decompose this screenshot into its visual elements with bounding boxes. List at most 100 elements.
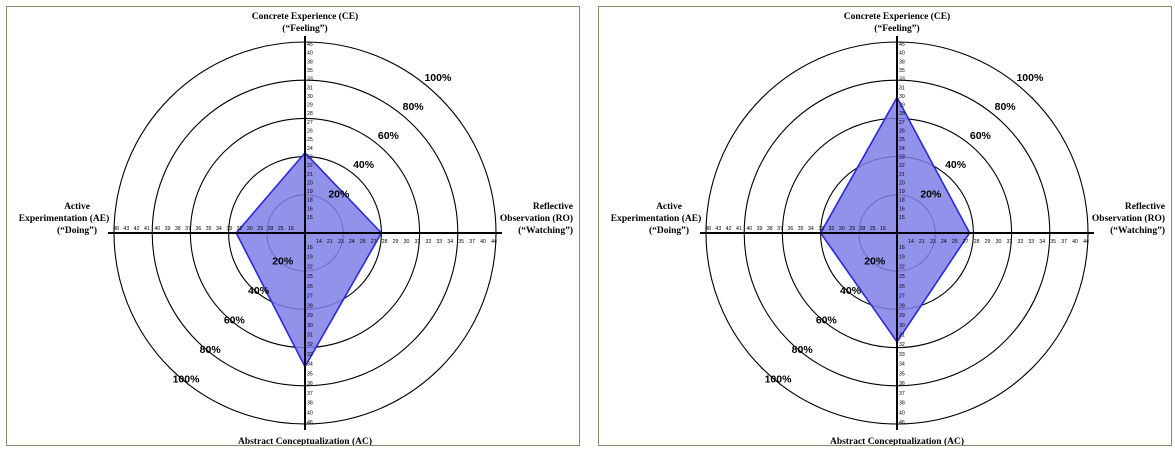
tick-label-top: 31	[899, 85, 905, 91]
ring-label-lower: 100%	[173, 374, 201, 386]
tick-label-right: 35	[1050, 239, 1056, 245]
tick-label-left: 41	[736, 226, 742, 232]
tick-label-left: 33	[226, 226, 232, 232]
tick-label-left: 40	[154, 226, 160, 232]
tick-label-left: 43	[715, 226, 721, 232]
tick-label-right: 27	[371, 239, 377, 245]
radar-chart-svg-left: 45 40 38 35 33 31 30 29 28 27 26 25 24 23 22 21 20 19 18 16…	[19, 11, 573, 445]
tick-label-bottom: 25	[899, 274, 905, 280]
ring-label-lower: 20%	[272, 255, 294, 267]
tick-label-top: 20	[307, 180, 313, 186]
tick-label-left: 48	[113, 226, 119, 232]
learning-profile-polygon	[819, 95, 971, 344]
tick-label-bottom: 22	[307, 264, 313, 270]
ring-label-lower: 80%	[200, 344, 222, 356]
tick-label-bottom: 37	[899, 391, 905, 397]
tick-label-top: 35	[307, 68, 313, 74]
radar-chart-panel-left: 45 40 38 35 33 31 30 29 28 27 26 25 24 23 22 21 20 19 18 16…	[6, 6, 580, 446]
tick-label-bottom: 46	[899, 420, 905, 426]
tick-label-bottom: 35	[307, 371, 313, 377]
tick-label-top: 29	[307, 103, 313, 109]
tick-label-bottom: 16	[307, 245, 313, 251]
tick-label-right: 29	[985, 239, 991, 245]
axis-title-right: Reflective	[1125, 202, 1165, 212]
tick-label-left: 25	[278, 226, 284, 232]
axis-title-right: Observation (RO)	[1092, 213, 1165, 224]
tick-label-top: 40	[307, 51, 313, 57]
tick-label-bottom: 36	[307, 381, 313, 387]
tick-label-right: 30	[996, 239, 1002, 245]
ring-label-upper: 20%	[920, 188, 942, 200]
tick-label-left: 28	[268, 226, 274, 232]
ring-label-upper: 100%	[1016, 72, 1044, 84]
tick-label-right: 34	[447, 239, 453, 245]
ring-label-lower: 80%	[792, 344, 814, 356]
tick-label-bottom: 32	[899, 342, 905, 348]
tick-label-top: 19	[307, 189, 313, 195]
tick-label-right: 24	[941, 239, 947, 245]
tick-label-left: 30	[839, 226, 845, 232]
tick-label-right: 28	[974, 239, 980, 245]
tick-label-right: 29	[393, 239, 399, 245]
tick-label-right: 44	[491, 239, 497, 245]
axis-title-right: (“Watching”)	[1110, 225, 1165, 236]
tick-label-top: 29	[899, 103, 905, 109]
tick-label-bottom: 30	[307, 323, 313, 329]
tick-label-top: 45	[899, 42, 905, 48]
tick-label-left: 34	[808, 226, 814, 232]
tick-label-top: 40	[899, 51, 905, 57]
tick-label-right: 33	[436, 239, 442, 245]
tick-label-right: 30	[404, 239, 410, 245]
axis-title-top: Concrete Experience (CE)	[844, 11, 950, 22]
tick-label-right: 40	[1072, 239, 1078, 245]
tick-label-top: 45	[307, 42, 313, 48]
tick-label-right: 32	[425, 239, 431, 245]
tick-label-right: 23	[338, 239, 344, 245]
axis-title-right: Reflective	[533, 202, 573, 212]
tick-label-top: 16	[899, 206, 905, 212]
tick-label-left: 37	[185, 226, 191, 232]
tick-label-bottom: 30	[899, 323, 905, 329]
tick-label-top: 21	[899, 172, 905, 178]
axis-title-left: (“Doing”)	[649, 225, 689, 236]
tick-label-right: 27	[963, 239, 969, 245]
tick-label-right: 28	[382, 239, 388, 245]
tick-label-top: 23	[307, 154, 313, 160]
axis-title-right: (“Watching”)	[518, 225, 573, 236]
tick-label-bottom: 40	[307, 410, 313, 416]
tick-label-left: 32	[237, 226, 243, 232]
tick-label-bottom: 19	[899, 255, 905, 261]
axis-title-top: (“Feeling”)	[874, 23, 919, 34]
ring-label-upper: 80%	[995, 101, 1017, 113]
tick-label-right: 21	[327, 239, 333, 245]
tick-label-left: 35	[206, 226, 212, 232]
tick-label-top: 22	[899, 163, 905, 169]
tick-label-bottom: 32	[307, 342, 313, 348]
ring-label-lower: 40%	[248, 285, 270, 297]
axis-title-top: (“Feeling”)	[282, 23, 327, 34]
tick-label-left: 43	[123, 226, 129, 232]
tick-label-left: 30	[247, 226, 253, 232]
tick-label-left: 16	[288, 226, 294, 232]
tick-label-top: 35	[899, 68, 905, 74]
tick-label-right: 44	[1083, 239, 1089, 245]
tick-label-right: 35	[458, 239, 464, 245]
tick-label-top: 38	[307, 59, 313, 65]
tick-label-top: 19	[899, 189, 905, 195]
tick-label-bottom: 31	[899, 333, 905, 339]
tick-label-bottom: 26	[307, 284, 313, 290]
ring-label-upper: 20%	[328, 188, 350, 200]
ring-label-upper: 60%	[970, 130, 992, 142]
tick-label-bottom: 35	[899, 371, 905, 377]
radar-chart-svg-right: 45 40 38 35 33 31 30 29 28 27 26 25 24 23 22 21 20 19 18 16…	[611, 11, 1165, 445]
axis-title-left: Active	[656, 202, 682, 212]
tick-label-top: 26	[307, 129, 313, 135]
tick-label-right: 31	[415, 239, 421, 245]
tick-label-right: 33	[1028, 239, 1034, 245]
axis-title-left: (“Doing”)	[57, 225, 97, 236]
tick-label-left: 40	[746, 226, 752, 232]
ring-label-upper: 60%	[378, 130, 400, 142]
tick-label-right: 21	[919, 239, 925, 245]
tick-label-top: 33	[899, 77, 905, 83]
axis-title-bottom: Abstract Conceptualization (AC)	[238, 436, 372, 445]
